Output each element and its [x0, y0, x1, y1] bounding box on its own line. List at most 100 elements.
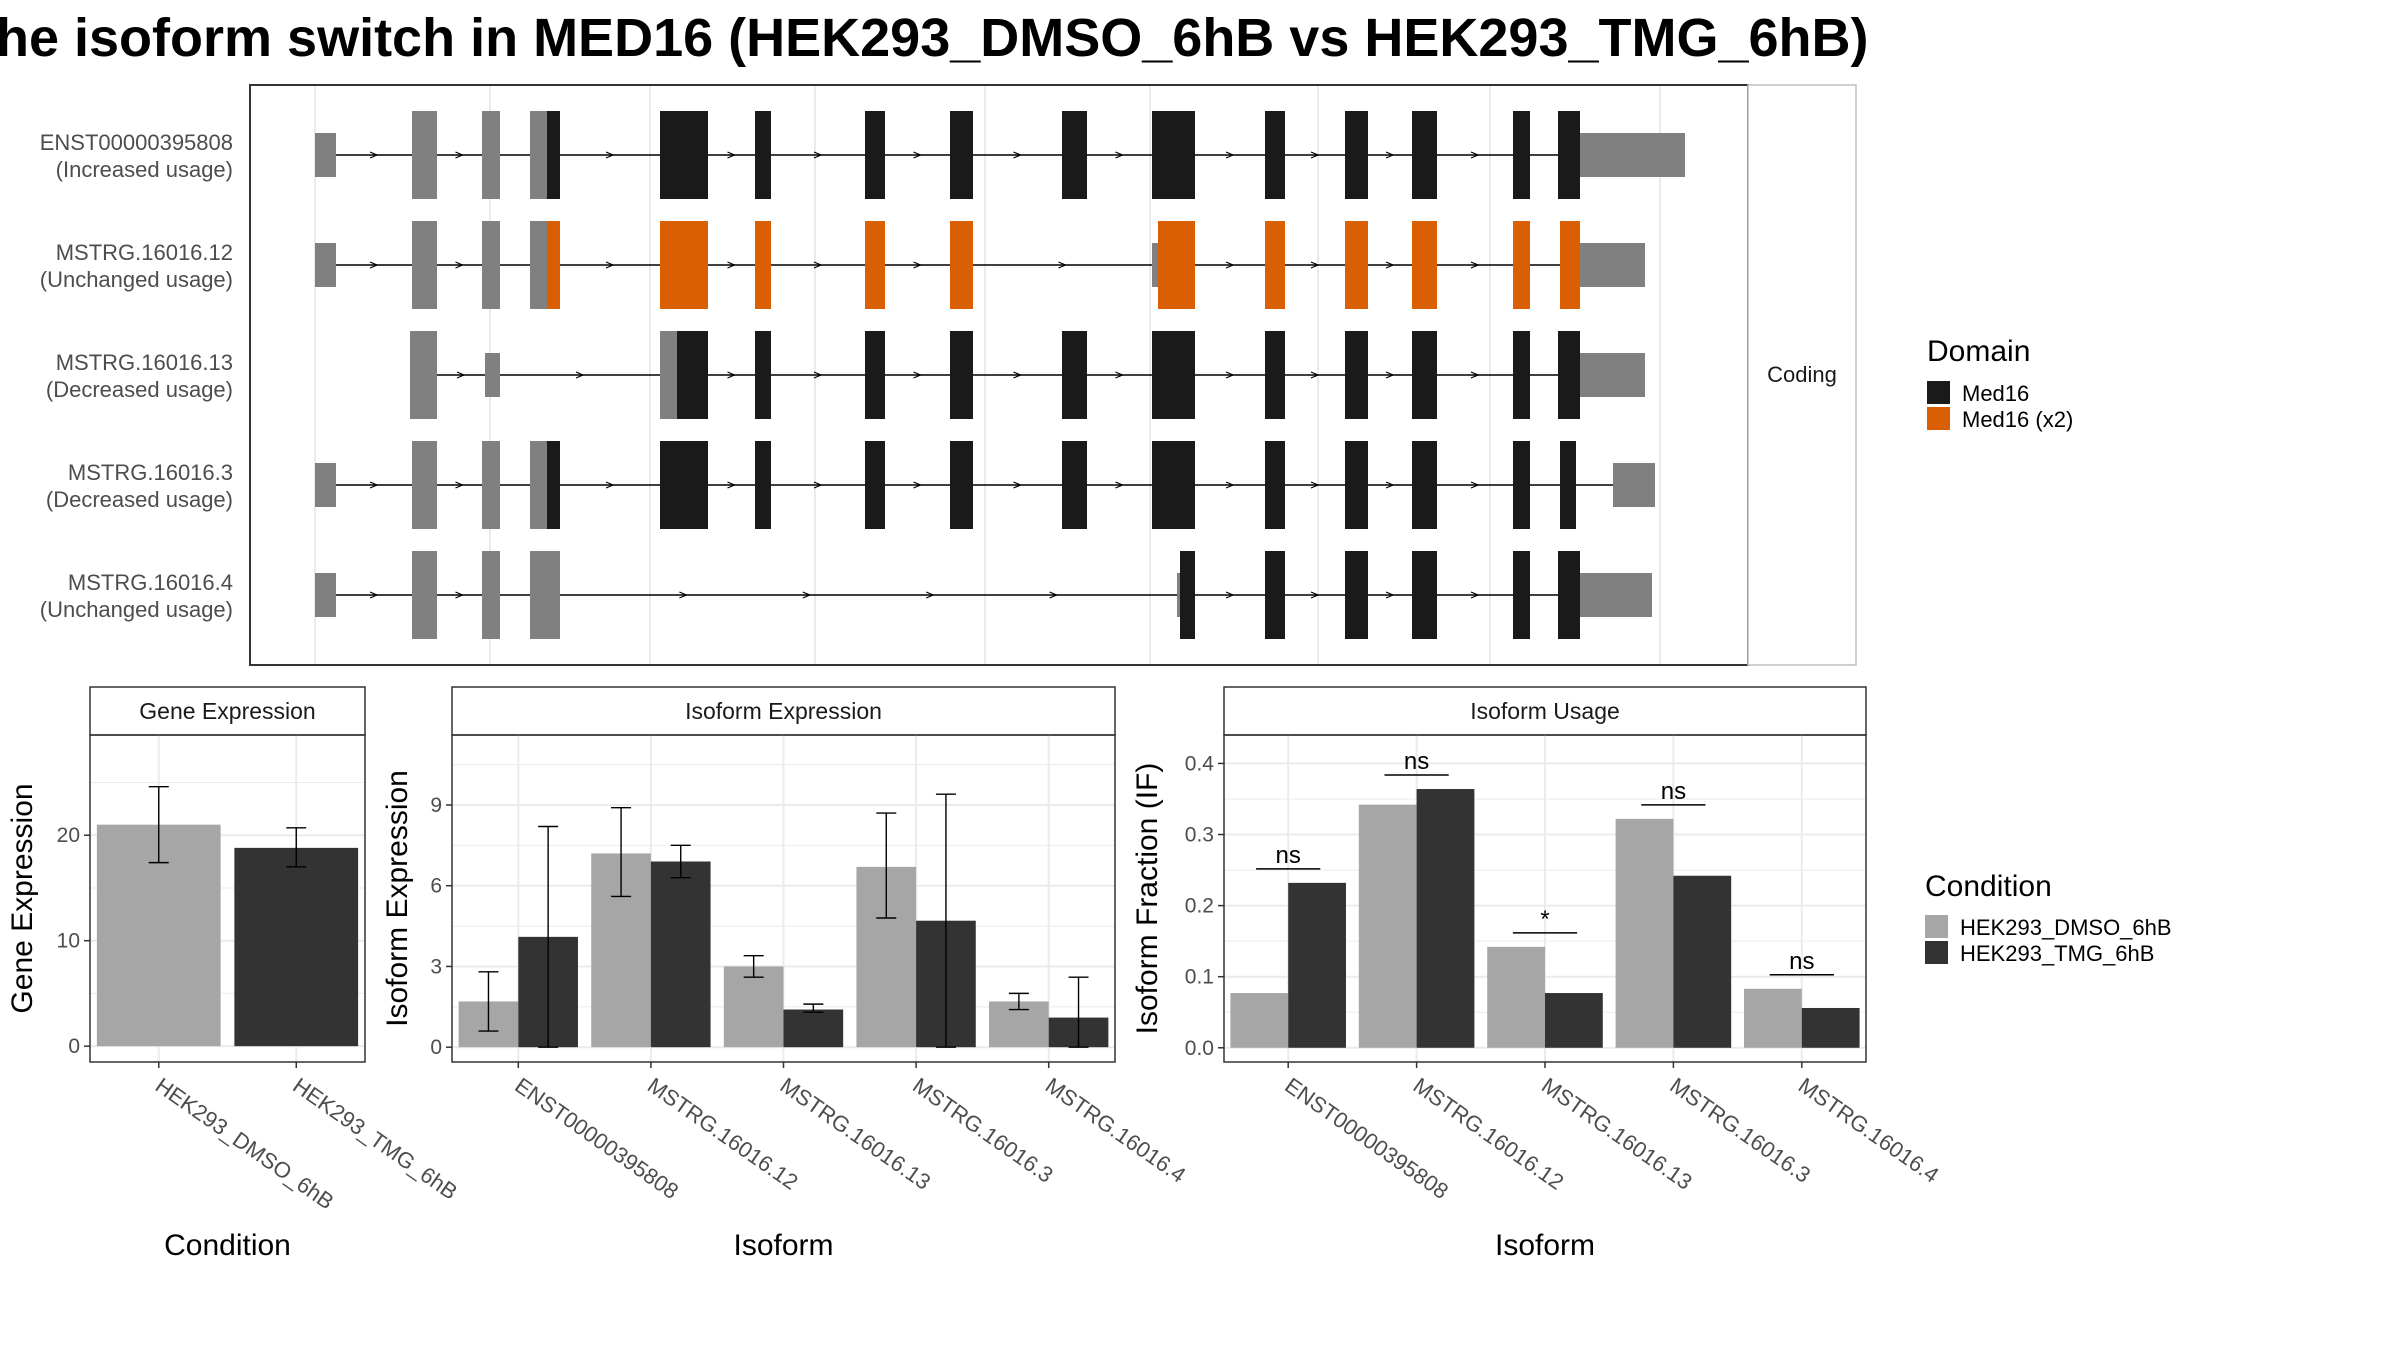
bar-dmso [1230, 993, 1289, 1048]
bar-dmso [1358, 804, 1417, 1048]
y-tick-label: 0.3 [1185, 824, 1214, 847]
intron-arrow [913, 481, 923, 489]
exon-med16 [755, 111, 771, 199]
exon-med16 [1560, 441, 1576, 529]
intron-arrow [913, 371, 923, 379]
transcript-status-label: (Unchanged usage) [40, 597, 233, 622]
intron-arrow [455, 591, 465, 599]
exon-noncoding [530, 111, 547, 199]
exon-med16 [865, 111, 885, 199]
exon-med16 [1265, 441, 1285, 529]
x-axis-title: Condition [164, 1229, 291, 1262]
intron-arrow [1013, 371, 1023, 379]
exon-noncoding [412, 221, 437, 309]
panel-strip [89, 686, 366, 736]
y-tick-label: 10 [57, 930, 80, 953]
intron-arrow [813, 151, 823, 159]
panel-border [89, 734, 366, 1063]
condition-legend-title: Condition [1925, 870, 2052, 903]
exon-med16-x2 [1412, 221, 1437, 309]
intron-arrow [1225, 371, 1235, 379]
exon-med16 [1152, 441, 1195, 529]
intron-arrow [1470, 151, 1480, 159]
exon-med16-x2 [950, 221, 973, 309]
exon-med16 [1152, 111, 1195, 199]
exon-med16 [950, 331, 973, 419]
exon-noncoding [1177, 573, 1180, 617]
exon-med16 [1513, 551, 1530, 639]
intron-arrow [455, 481, 465, 489]
y-tick-label: 20 [57, 824, 80, 847]
x-axis-title: Isoform [733, 1229, 833, 1262]
y-tick-label: 0.4 [1185, 752, 1215, 775]
condition-legend-key-tmg [1925, 941, 1948, 964]
exon-noncoding [1152, 243, 1158, 287]
exon-med16 [1558, 331, 1580, 419]
exon-med16-x2 [755, 221, 771, 309]
transcript-status-label: (Decreased usage) [46, 377, 233, 402]
exon-med16 [1265, 551, 1285, 639]
intron-arrow [1310, 371, 1320, 379]
exon-med16 [865, 331, 885, 419]
exon-med16-x2 [1265, 221, 1285, 309]
domain-legend-key-med16-x2 [1927, 407, 1950, 430]
exon-med16-x2 [1513, 221, 1530, 309]
bar-tmg [1288, 882, 1346, 1048]
condition-legend: Condition HEK293_DMSO_6hB HEK293_TMG_6hB [1925, 870, 2172, 966]
exon-noncoding [412, 441, 437, 529]
significance-label: ns [1661, 778, 1686, 805]
exon-med16 [1412, 551, 1437, 639]
exon-med16 [547, 111, 560, 199]
transcript-id-label: ENST00000395808 [40, 130, 233, 155]
intron-arrow [369, 481, 379, 489]
exon-med16 [950, 111, 973, 199]
y-axis-title: Gene Expression [6, 783, 39, 1013]
exon-noncoding [485, 353, 500, 397]
exon-noncoding [315, 133, 336, 177]
exon-med16-x2 [1158, 221, 1195, 309]
exon-noncoding [660, 331, 677, 419]
exon-noncoding [412, 111, 437, 199]
transcript-status-label: (Unchanged usage) [40, 267, 233, 292]
intron-arrow [1385, 151, 1395, 159]
intron-arrow [727, 261, 737, 269]
exon-med16 [1152, 331, 1195, 419]
intron-arrow [1058, 261, 1068, 269]
y-tick-label: 9 [430, 794, 442, 817]
domain-legend-key-med16 [1927, 381, 1950, 404]
intron-arrow [1115, 481, 1125, 489]
intron-arrow [1470, 481, 1480, 489]
panel-strip-label: Gene Expression [139, 698, 315, 724]
condition-legend-key-dmso [1925, 915, 1948, 938]
intron-arrow [727, 481, 737, 489]
exon-med16 [755, 441, 771, 529]
exon-med16 [1412, 111, 1437, 199]
significance-label: ns [1789, 948, 1814, 975]
exon-med16 [1558, 111, 1580, 199]
gene-structure-panel: ENST00000395808(Increased usage) MSTRG.16… [40, 84, 1857, 666]
panel-strip-label: Isoform Expression [685, 698, 882, 724]
significance-label: * [1540, 906, 1549, 933]
intron-arrow [1310, 261, 1320, 269]
intron-arrow [913, 261, 923, 269]
intron-arrow [455, 261, 465, 269]
domain-legend-title: Domain [1927, 335, 2030, 368]
y-tick-label: 0.0 [1185, 1037, 1214, 1060]
intron-arrow [1013, 481, 1023, 489]
intron-arrow [727, 151, 737, 159]
transcript-status-label: (Decreased usage) [46, 487, 233, 512]
intron-arrow [575, 371, 585, 379]
intron-arrow [1013, 151, 1023, 159]
bar-tmg [1801, 1007, 1860, 1048]
x-axis-title: Isoform [1495, 1229, 1595, 1262]
y-tick-label: 3 [430, 955, 442, 978]
exon-med16 [1558, 551, 1580, 639]
bar-dmso [1615, 818, 1674, 1048]
intron-arrow [1225, 261, 1235, 269]
condition-legend-label-dmso: HEK293_DMSO_6hB [1960, 915, 2172, 940]
intron-arrow [605, 261, 615, 269]
exon-noncoding [1580, 133, 1685, 177]
intron-arrow [1225, 151, 1235, 159]
intron-arrow [456, 371, 466, 379]
exon-med16 [677, 331, 708, 419]
